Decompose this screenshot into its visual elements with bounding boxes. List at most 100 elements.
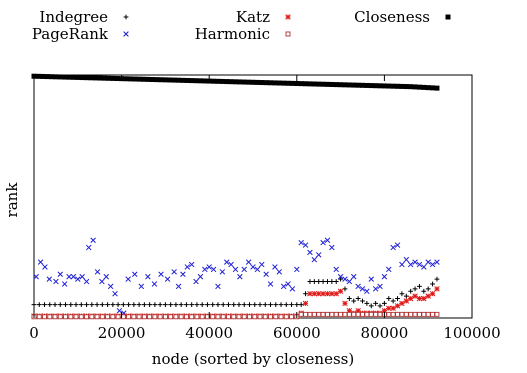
pagerank-point (223, 259, 230, 265)
closeness-point (97, 75, 103, 81)
pagerank-point (99, 278, 105, 285)
pagerank-point (241, 266, 247, 273)
pagerank-point (416, 261, 423, 268)
pagerank-point (103, 273, 110, 280)
katz-point (307, 290, 313, 297)
closeness-point (395, 83, 401, 89)
harmonic-point (115, 314, 121, 320)
closeness-point (141, 76, 146, 82)
katz-point (390, 305, 396, 312)
harmonic-point (231, 314, 237, 320)
katz-point (421, 295, 427, 302)
pagerank-point (407, 261, 414, 268)
harmonic-point (399, 311, 405, 317)
katz-point (320, 290, 326, 297)
indegree-point (298, 302, 304, 308)
indegree-point (252, 302, 258, 308)
closeness-point (92, 75, 98, 81)
indegree-point (268, 302, 273, 308)
closeness-point (127, 76, 133, 82)
closeness-point (224, 79, 230, 85)
indegree-point (115, 302, 121, 308)
harmonic-point (162, 314, 168, 320)
pagerank-point (37, 259, 44, 265)
closeness-point (75, 74, 81, 80)
closeness-point (136, 76, 142, 82)
harmonic-point (215, 314, 221, 320)
harmonic-point (307, 311, 313, 317)
harmonic-point (303, 311, 309, 317)
harmonic-point (390, 311, 396, 317)
harmonic-point (220, 314, 226, 320)
harmonic-point (199, 314, 205, 320)
harmonic-point (63, 314, 68, 320)
harmonic-point (355, 311, 361, 317)
indegree-point (220, 302, 226, 308)
closeness-point (381, 83, 387, 89)
harmonic-point (386, 311, 392, 317)
pagerank-point (42, 264, 48, 270)
closeness-point (346, 82, 352, 88)
closeness-point (70, 74, 76, 80)
closeness-point (145, 76, 151, 82)
pagerank-point (390, 244, 396, 251)
harmonic-point (57, 314, 63, 320)
harmonic-point (430, 311, 436, 317)
pagerank-point (237, 273, 243, 280)
pagerank-point (125, 276, 131, 282)
indegree-point (247, 302, 252, 308)
harmonic-point (105, 314, 111, 320)
pagerank-point (386, 266, 392, 273)
closeness-point (338, 82, 344, 88)
legend-marker-closeness (445, 14, 451, 20)
pagerank-point (53, 278, 59, 285)
closeness-point (298, 81, 304, 87)
closeness-point (193, 78, 199, 84)
indegree-point (283, 302, 289, 308)
closeness-point (101, 75, 107, 81)
pagerank-point (57, 271, 64, 278)
closeness-point (110, 75, 116, 81)
indegree-point (231, 302, 237, 308)
katz-point (333, 290, 339, 297)
pagerank-point (164, 276, 171, 282)
indegree-point (307, 279, 313, 284)
katz-point (311, 290, 318, 297)
pagerank-point (399, 261, 405, 268)
indegree-point (395, 296, 400, 301)
indegree-point (355, 296, 361, 301)
indegree-point (136, 302, 142, 308)
pagerank-point (232, 266, 239, 273)
closeness-point (114, 76, 120, 82)
legend-label-pagerank: PageRank (32, 25, 109, 43)
pagerank-point (359, 286, 366, 292)
katz-point (386, 305, 392, 312)
indegree-point (368, 303, 374, 309)
katz-point (324, 290, 331, 297)
indegree-point (178, 302, 184, 308)
legend-item-katz: Katz (236, 8, 291, 26)
pagerank-point (75, 276, 81, 282)
harmonic-point (329, 311, 335, 317)
harmonic-point (360, 311, 365, 317)
legend-item-indegree: Indegree (39, 8, 129, 26)
pagerank-point (107, 283, 114, 290)
x-tick-label: 40000 (185, 324, 233, 342)
indegree-point (126, 302, 132, 308)
indegree-point (78, 302, 84, 308)
indegree-point (325, 279, 330, 284)
closeness-point (250, 79, 256, 85)
closeness-point (351, 82, 357, 88)
pagerank-point (202, 266, 208, 273)
x-axis-ticks: 0 20000 40000 60000 80000 100000 (29, 75, 501, 342)
pagerank-point (267, 281, 274, 287)
closeness-point (399, 83, 405, 89)
pagerank-point (434, 259, 440, 265)
legend-label-closeness: Closeness (354, 8, 430, 26)
harmonic-point (351, 311, 357, 317)
closeness-point (311, 81, 317, 87)
indegree-point (189, 302, 195, 308)
harmonic-point (262, 314, 268, 320)
y-axis-label: rank (3, 182, 21, 218)
